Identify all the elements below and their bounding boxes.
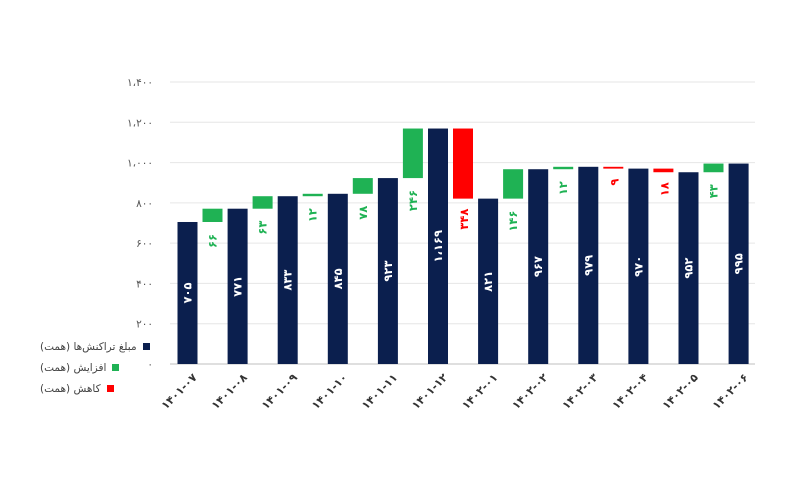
y-tick-label: ۱،۴۰۰ [127,77,153,89]
y-tick-label: ۱،۰۰۰ [127,158,153,170]
decrease-bar-label: ۳۴۸ [457,209,471,230]
increase-bar-label: ۶۶ [206,234,220,248]
total-bar [728,163,749,364]
increase-bar [553,166,574,170]
increase-bar [302,193,323,197]
decrease-bar [453,128,473,199]
increase-bar [503,169,524,199]
legend-swatch-decrease [106,385,114,392]
legend: مبلغ تراکنش‌ها (همت) افزایش (همت) کاهش (… [40,336,150,399]
total-bar [377,178,398,364]
increase-bar [202,208,223,222]
x-tick-label: ۱۴۰۱-۱۰ [309,371,350,412]
increase-bar [703,163,724,173]
increase-bar-label: ۱۲ [306,208,320,222]
y-tick-label: ۶۰۰ [136,238,153,250]
decrease-bar-label: ۹ [607,179,621,186]
y-tick-label: ۲۰۰ [136,319,153,331]
increase-bar-label: ۷۸ [356,206,370,220]
total-bar-label: ۷۰۵ [181,282,195,303]
x-tick-label: ۱۴۰۱-۱۱ [359,371,400,412]
x-tick-label: ۱۴۰۱-۱۲ [409,371,450,412]
decrease-bar [603,166,624,169]
total-bar [528,169,549,364]
total-bar-label: ۷۷۱ [231,276,245,297]
legend-item-decrease: کاهش (همت) [40,378,148,399]
x-tick-label: ۱۴۰۲-۰۵ [660,371,701,412]
total-bar [277,196,298,364]
total-bar [428,128,448,364]
total-bar-label: ۸۳۳ [281,270,295,291]
decrease-bar [653,168,674,173]
legend-label-decrease: کاهش (همت) [40,382,101,395]
x-tick-label: ۱۴۰۲-۰۳ [560,371,601,412]
total-bar-label: ۸۲۱ [481,271,495,292]
x-tick-label: ۱۴۰۲-۰۴ [610,371,651,412]
total-bar-label: ۹۷۰ [631,256,645,277]
increase-bar-label: ۲۴۶ [406,190,420,211]
x-axis-tick-labels: ۱۴۰۱-۰۷ ۱۴۰۱-۰۸ ۱۴۰۱-۰۹ ۱۴۰۱-۱۰ ۱۴۰۱-۱۱ ۱۴۰۱-… [159,371,751,412]
increase-bar [252,196,273,209]
y-tick-label: ۸۰۰ [136,198,153,210]
increase-bar [352,178,373,194]
legend-label-increase: افزایش (همت) [40,361,107,374]
x-tick-label: ۱۴۰۲-۰۱ [459,371,500,412]
decrease-bar-label: ۱۸ [657,182,671,196]
total-bar [678,172,699,364]
total-bar-label: ۱،۱۶۹ [431,230,445,262]
total-bar [227,208,248,364]
bars: ۷۰۵ ۷۷۱ ۸۳۳ ۸۴۵ ۹۲۳ ۱،۱۶۹ ۸۲۱ ۹۶۷ ۹۷۹ ۹۷۰ ۹۵۲ ۹۹۵ ۶۶… [177,128,749,364]
legend-item-total: مبلغ تراکنش‌ها (همت) [40,336,150,357]
legend-swatch-total [142,343,150,350]
total-bar-label: ۸۴۵ [331,268,345,289]
x-tick-label: ۱۴۰۱-۰۹ [259,371,300,412]
total-bar [478,198,499,364]
y-tick-label: ۴۰۰ [136,278,153,290]
increase-bar-label: ۱۴۶ [506,211,520,232]
legend-item-increase: افزایش (همت) [40,357,148,378]
y-axis-tick-labels: ۰ ۲۰۰ ۴۰۰ ۶۰۰ ۸۰۰ ۱،۰۰۰ ۱،۲۰۰ ۱،۴۰۰ [127,77,153,371]
total-bar [628,168,649,364]
legend-swatch-increase [112,364,120,371]
total-bar-label: ۹۲۳ [381,261,395,282]
total-bar [327,193,348,364]
total-bar-label: ۹۹۵ [732,253,746,274]
total-bar [177,221,198,364]
y-tick-label: ۱،۲۰۰ [127,117,153,129]
x-tick-label: ۱۴۰۲-۰۶ [710,371,751,412]
total-bar-label: ۹۷۹ [581,255,595,276]
x-tick-label: ۱۴۰۱-۰۷ [159,371,200,412]
total-bar-label: ۹۶۷ [531,256,545,277]
total-bar [578,166,599,364]
total-bar-label: ۹۵۲ [682,258,696,279]
y-tick-label: ۰ [147,359,153,371]
legend-label-total: مبلغ تراکنش‌ها (همت) [40,340,137,353]
x-tick-label: ۱۴۰۱-۰۸ [209,371,250,412]
x-tick-label: ۱۴۰۲-۰۲ [510,371,551,412]
increase-bar-label: ۶۳ [256,221,270,235]
increase-bar-label: ۴۳ [707,184,721,198]
increase-bar-label: ۱۲ [556,181,570,195]
increase-bar [402,128,423,179]
